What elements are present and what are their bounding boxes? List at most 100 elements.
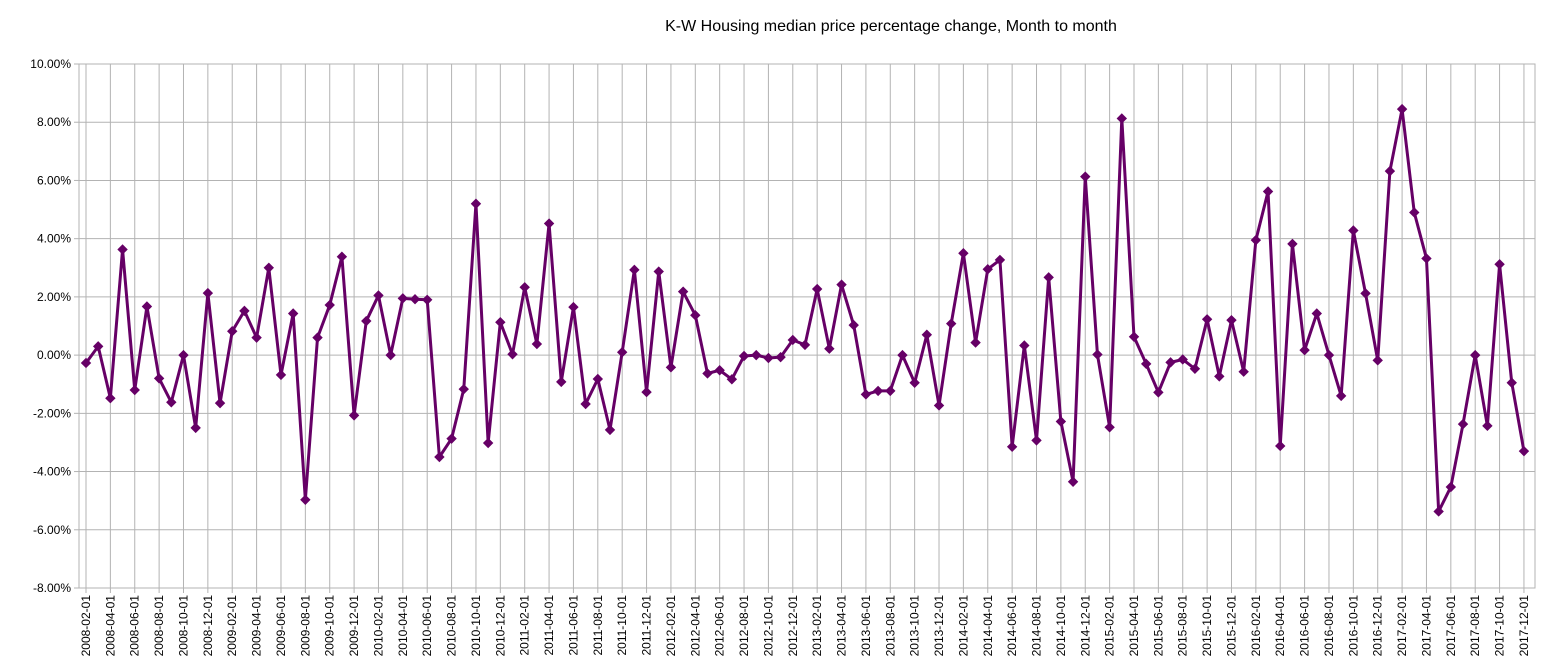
data-point-marker: [1360, 288, 1371, 299]
data-point-marker: [178, 349, 189, 361]
x-tick-label: 2010-10-01: [469, 595, 483, 657]
x-tick-label: 2017-08-01: [1468, 595, 1482, 657]
x-tick-label: 2009-06-01: [274, 595, 288, 657]
data-point-marker: [1457, 418, 1469, 430]
x-tick-label: 2016-04-01: [1273, 595, 1287, 657]
data-point-marker: [629, 264, 640, 276]
data-point-marker: [531, 338, 543, 350]
data-point-marker: [1299, 344, 1310, 356]
data-point-marker: [1311, 308, 1322, 319]
data-point-marker: [1494, 259, 1505, 270]
data-point-marker: [970, 337, 981, 348]
x-tick-label: 2013-02-01: [810, 595, 824, 657]
series-line: [84, 107, 1526, 513]
data-point-marker: [982, 264, 993, 275]
data-point-marker: [446, 433, 457, 444]
data-point-marker: [945, 318, 957, 329]
data-point-marker: [348, 410, 360, 421]
data-point-marker: [507, 349, 518, 360]
x-tick-label: 2011-10-01: [615, 595, 629, 656]
data-point-marker: [458, 383, 469, 395]
x-tick-label: 2014-06-01: [1005, 595, 1019, 657]
y-tick-label: 6.00%: [37, 173, 71, 187]
data-point-marker: [885, 385, 896, 397]
x-tick-label: 2014-04-01: [981, 595, 995, 657]
data-point-marker: [153, 373, 165, 384]
x-tick-label: 2010-08-01: [445, 595, 459, 657]
data-point-marker: [994, 254, 1006, 266]
data-point-marker: [324, 299, 335, 311]
data-point-marker: [653, 266, 664, 277]
data-point-marker: [775, 351, 786, 363]
x-tick-label: 2016-12-01: [1371, 595, 1385, 657]
data-point-marker: [1482, 420, 1493, 432]
data-point-marker: [373, 290, 384, 301]
data-point-marker: [872, 385, 884, 397]
data-point-marker: [1080, 171, 1091, 182]
series-markers: [80, 103, 1530, 517]
data-point-marker: [751, 349, 762, 361]
data-point-marker: [300, 494, 311, 506]
x-tick-label: 2017-10-01: [1493, 595, 1507, 657]
x-tick-label: 2010-12-01: [493, 595, 507, 657]
x-tick-label: 2012-10-01: [761, 595, 775, 657]
x-tick-label: 2013-06-01: [859, 595, 873, 657]
data-point-marker: [811, 283, 823, 295]
data-point-marker: [556, 376, 567, 388]
data-point-marker: [1421, 253, 1432, 264]
data-point-marker: [80, 357, 92, 369]
data-point-marker: [690, 310, 701, 321]
data-point-marker: [1433, 506, 1444, 517]
x-tick-label: 2013-10-01: [908, 595, 922, 657]
data-point-marker: [1201, 314, 1213, 325]
x-tick-label: 2008-12-01: [201, 595, 215, 657]
data-point-marker: [409, 294, 421, 305]
data-point-marker: [519, 282, 530, 293]
x-tick-label: 2014-12-01: [1078, 595, 1092, 657]
x-tick-label: 2008-06-01: [128, 595, 142, 657]
data-point-marker: [665, 362, 677, 373]
data-point-marker: [1214, 371, 1225, 382]
data-point-marker: [1153, 387, 1164, 398]
x-tick-label: 2009-10-01: [323, 595, 337, 657]
x-tick-label: 2008-08-01: [152, 595, 166, 657]
y-tick-label: 2.00%: [37, 290, 71, 304]
data-point-marker: [1250, 234, 1262, 246]
x-tick-label: 2012-12-01: [786, 595, 800, 657]
data-point-marker: [1165, 357, 1176, 368]
data-point-marker: [1067, 476, 1079, 487]
data-point-marker: [422, 294, 433, 306]
y-tick-label: 4.00%: [37, 232, 71, 246]
x-tick-label: 2009-04-01: [250, 595, 264, 657]
x-tick-label: 2008-04-01: [103, 595, 117, 657]
data-point-marker: [1019, 340, 1030, 351]
x-tick-label: 2009-12-01: [347, 595, 361, 657]
data-point-marker: [1287, 238, 1298, 250]
data-point-marker: [738, 350, 750, 362]
data-point-marker: [1275, 440, 1286, 452]
x-tick-label: 2016-02-01: [1249, 595, 1263, 657]
data-point-marker: [848, 319, 859, 331]
x-tick-label: 2011-12-01: [640, 595, 654, 656]
x-tick-label: 2010-04-01: [396, 595, 410, 657]
data-point-marker: [1177, 354, 1188, 365]
data-point-marker: [141, 301, 153, 312]
data-point-marker: [1372, 355, 1383, 366]
data-point-marker: [214, 397, 226, 409]
data-point-marker: [1445, 481, 1457, 493]
data-point-marker: [1006, 441, 1018, 453]
data-point-marker: [482, 437, 494, 449]
data-point-marker: [361, 315, 372, 327]
x-tick-label: 2014-02-01: [956, 595, 970, 657]
x-tick-label: 2013-04-01: [835, 595, 849, 657]
data-point-marker: [1469, 349, 1481, 361]
x-tick-label: 2010-06-01: [420, 595, 434, 657]
data-point-marker: [227, 326, 238, 337]
data-point-marker: [1031, 435, 1042, 446]
x-tick-label: 2012-04-01: [688, 595, 702, 657]
data-point-marker: [1104, 422, 1115, 433]
data-point-marker: [1409, 207, 1420, 218]
data-point-marker: [836, 279, 847, 290]
x-tick-label: 2011-08-01: [591, 595, 605, 656]
